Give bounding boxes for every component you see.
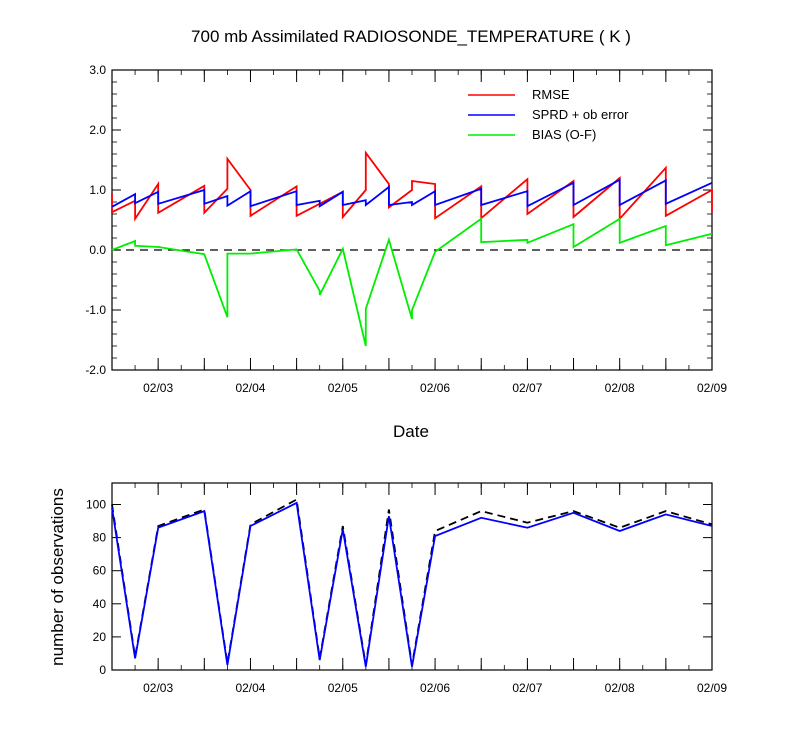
top-series-line-rmse <box>111 150 713 222</box>
top-ytick-label: -2.0 <box>85 363 106 377</box>
legend-label-1: SPRD + ob error <box>532 107 629 122</box>
top-series-line-bias-o-f- <box>111 217 713 347</box>
bottom-chart-ylabel: number of observations <box>48 488 67 666</box>
bottom-xtick-label: 02/09 <box>697 681 727 695</box>
legend-label-0: RMSE <box>532 87 570 102</box>
top-chart: 3.0 2.0 1.0 0.0 -1.0 -2.0 02/03 02/04 02/05 02/06… <box>85 63 727 395</box>
top-xtick-label: 02/07 <box>512 381 542 395</box>
top-xtick-label: 02/09 <box>697 381 727 395</box>
bottom-ytick-label: 100 <box>86 498 106 512</box>
legend-label-2: BIAS (O-F) <box>532 127 596 142</box>
bottom-ytick-label: 0 <box>99 663 106 677</box>
top-ytick-label: 2.0 <box>89 123 106 137</box>
bottom-xtick-label: 02/05 <box>328 681 358 695</box>
top-chart-title: 700 mb Assimilated RADIOSONDE_TEMPERATUR… <box>191 27 631 46</box>
top-xtick-label: 02/06 <box>420 381 450 395</box>
bottom-xtick-label: 02/06 <box>420 681 450 695</box>
top-xtick-label: 02/08 <box>605 381 635 395</box>
top-ytick-label: 1.0 <box>89 183 106 197</box>
top-ytick-label: -1.0 <box>85 303 106 317</box>
bottom-series-line-possible <box>111 498 713 666</box>
bottom-ytick-label: 80 <box>93 531 107 545</box>
bottom-ytick-label: 40 <box>93 597 107 611</box>
bottom-xtick-label: 02/03 <box>143 681 173 695</box>
bottom-ytick-label: 60 <box>93 564 107 578</box>
top-xtick-label: 02/03 <box>143 381 173 395</box>
bottom-xtick-label: 02/08 <box>605 681 635 695</box>
top-xtick-label: 02/04 <box>235 381 265 395</box>
top-ytick-label: 3.0 <box>89 63 106 77</box>
top-ytick-label: 0.0 <box>89 243 106 257</box>
bottom-chart: 100 80 60 40 20 0 02/03 02/04 02/05 02/06 02/07 02/… <box>86 482 727 695</box>
bottom-xtick-label: 02/07 <box>512 681 542 695</box>
top-series-line-sprd-ob-error <box>111 178 713 208</box>
top-xtick-label: 02/05 <box>328 381 358 395</box>
bottom-xtick-label: 02/04 <box>235 681 265 695</box>
top-chart-xlabel: Date <box>393 422 429 441</box>
bottom-series-line-assimilated <box>111 501 713 667</box>
bottom-ytick-label: 20 <box>93 630 107 644</box>
